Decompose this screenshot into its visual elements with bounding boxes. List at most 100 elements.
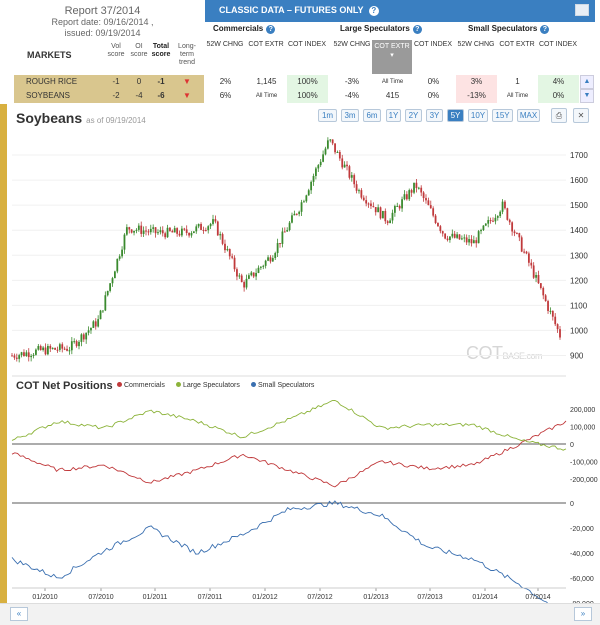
header-l-chng[interactable]: 52W CHNG <box>333 41 371 48</box>
candle-body <box>257 267 260 273</box>
header-c-extr[interactable]: COT EXTR <box>248 41 284 48</box>
candle-body <box>248 275 250 279</box>
candle-body <box>87 330 90 333</box>
candle-body <box>281 231 284 244</box>
nav-prev-button[interactable]: « <box>10 607 28 621</box>
candle-body <box>425 198 427 201</box>
candle-body <box>556 324 559 330</box>
header-s-index[interactable]: COT INDEX <box>539 41 577 48</box>
report-date: Report date: 09/16/2014 , <box>51 17 154 27</box>
candle-body <box>54 347 56 350</box>
candle-body <box>23 352 25 357</box>
candle-body <box>195 226 198 232</box>
cot-tick-label: -20,000 <box>570 526 594 533</box>
oi-score: 0 <box>136 77 142 86</box>
x-tick-label: 01/2013 <box>363 594 388 601</box>
candle-body <box>209 223 212 227</box>
nav-next-button[interactable]: » <box>574 607 592 621</box>
c-extr: 1,145 <box>256 77 277 86</box>
candle-body <box>283 231 286 233</box>
candle-body <box>207 226 210 231</box>
candle-body <box>530 262 533 266</box>
range-button-1y[interactable]: 1Y <box>386 109 401 122</box>
c-chng: 2% <box>219 77 232 86</box>
candle-body <box>173 228 176 233</box>
trend-header: Long-term trend <box>178 43 196 66</box>
legend-item[interactable]: Commercials <box>117 382 165 389</box>
print-icon[interactable]: ⎙ <box>551 108 567 123</box>
candle-body <box>303 201 305 203</box>
x-tick-label: 07/2014 <box>525 594 550 601</box>
candle-body <box>559 329 561 338</box>
candle-body <box>413 182 415 193</box>
bottom-nav <box>0 603 600 625</box>
candle-body <box>113 271 116 279</box>
range-button-1m[interactable]: 1m <box>318 109 337 122</box>
header-l-index[interactable]: COT INDEX <box>414 41 452 48</box>
scroll-down-icon[interactable]: ▼ <box>580 89 594 103</box>
header-l-extr-sorted[interactable]: COT EXTR ▾ <box>372 40 412 74</box>
close-icon[interactable]: ✕ <box>573 108 589 123</box>
candle-body <box>513 231 516 234</box>
candle-body <box>525 251 528 254</box>
range-button-3m[interactable]: 3m <box>341 109 359 122</box>
candle-body <box>391 212 394 221</box>
candle-body <box>157 232 159 234</box>
help-icon[interactable]: ? <box>540 25 550 34</box>
range-button-6m[interactable]: 6m <box>363 109 381 122</box>
candle-body <box>279 243 281 245</box>
candle-body <box>104 295 107 311</box>
s-extr: 1 <box>515 77 520 86</box>
candle-body <box>152 227 155 229</box>
cot-title: COT Net Positions <box>16 380 113 392</box>
range-button-15y[interactable]: 15Y <box>492 109 513 122</box>
candle-body <box>92 321 95 328</box>
range-button-max[interactable]: MAX <box>517 109 540 122</box>
group-small-speculators: Small Speculators? <box>468 24 550 34</box>
help-icon[interactable]: ? <box>412 25 422 34</box>
help-icon[interactable]: ? <box>266 25 276 34</box>
cot-tick-label: -60,000 <box>570 576 594 583</box>
scroll-up-icon[interactable]: ▲ <box>580 75 594 89</box>
sort-down-icon: ▾ <box>390 52 394 59</box>
price-tick-label: 1400 <box>570 226 588 235</box>
table-row[interactable]: ROUGH RICE -1 0 -1 ▼ 2% 1,145 100% -3% A… <box>0 75 600 89</box>
legend-item[interactable]: Small Speculators <box>251 382 314 389</box>
candle-body <box>44 347 47 355</box>
candle-body <box>341 158 344 168</box>
total-score: -6 <box>157 91 165 100</box>
range-button-2y[interactable]: 2Y <box>405 109 422 122</box>
range-button-3y[interactable]: 3Y <box>426 109 443 122</box>
candle-body <box>484 223 487 226</box>
candle-body <box>475 240 478 244</box>
legend-dot-icon <box>251 382 256 387</box>
header-s-chng[interactable]: 52W CHNG <box>457 41 495 48</box>
header-c-index[interactable]: COT INDEX <box>288 41 326 48</box>
candle-body <box>350 175 353 178</box>
candle-body <box>85 332 88 340</box>
market-name[interactable]: ROUGH RICE <box>26 77 78 86</box>
candle-body <box>449 236 451 241</box>
legend-dot-icon <box>176 382 181 387</box>
header-c-chng[interactable]: 52W CHNG <box>206 41 244 48</box>
range-button-10y[interactable]: 10Y <box>468 109 488 122</box>
header-s-extr[interactable]: COT EXTR <box>499 41 535 48</box>
candle-body <box>214 219 217 222</box>
c-chng: 6% <box>219 91 232 100</box>
candle-body <box>245 278 248 288</box>
small-speculators-line <box>11 500 567 617</box>
candle-body <box>116 258 119 272</box>
x-tick-label: 07/2013 <box>417 594 442 601</box>
print-icon[interactable] <box>575 4 589 16</box>
candle-body <box>331 139 334 144</box>
price-tick-label: 1500 <box>570 201 588 210</box>
market-name[interactable]: SOYBEANS <box>26 91 71 100</box>
candle-body <box>298 211 301 215</box>
candle-body <box>267 257 269 261</box>
range-button-5y[interactable]: 5Y <box>447 109 464 122</box>
help-icon[interactable]: ? <box>368 6 379 16</box>
legend-item[interactable]: Large Speculators <box>176 382 240 389</box>
vol-score: -2 <box>112 91 120 100</box>
selection-bar <box>0 104 7 625</box>
table-row[interactable]: SOYBEANS -2 -4 -6 ▼ 6% All Time 100% -4%… <box>0 89 600 103</box>
